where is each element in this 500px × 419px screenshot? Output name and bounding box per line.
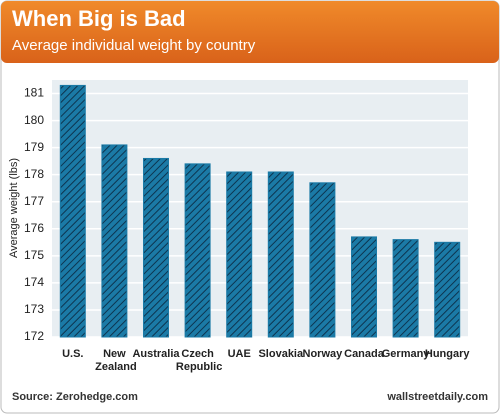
bar [351,236,377,338]
y-tick-label: 176 [24,221,44,235]
bar [309,182,336,338]
y-tick-label: 177 [24,194,44,208]
y-tick-label: 180 [24,113,44,127]
x-tick-label: Hungary [425,348,471,360]
bar [184,163,211,338]
chart-title: When Big is Bad [12,6,186,31]
x-tick-label: Australia [132,348,180,360]
y-tick-label: 174 [24,275,44,289]
bar [143,157,169,338]
x-tick-label: U.S. [62,348,83,360]
y-tick-label: 181 [24,86,44,100]
bar [101,144,128,338]
y-tick-label: 179 [24,140,44,154]
source: Source: Zerohedge.com [12,391,138,403]
credit: wallstreetdaily.com [386,391,488,403]
chart-subtitle: Average individual weight by country [12,37,256,54]
y-tick-label: 175 [24,248,44,262]
x-tick-label: Slovakia [258,348,304,360]
x-tick-label: New Zealand [92,348,137,373]
y-tick-label: 178 [24,167,44,181]
x-tick-label: Norway [303,348,344,360]
y-tick-label: 173 [24,302,44,316]
bar [59,84,86,338]
x-tick-label: UAE [228,348,251,360]
bar [226,171,253,338]
x-tick-label: Canada [344,348,385,360]
bar [267,171,294,338]
x-tick-label: Czech Republic [173,348,223,373]
bar [434,241,461,338]
x-tick-label: Germany [382,348,431,360]
header [1,1,499,63]
y-tick-label: 172 [24,329,44,343]
y-axis-label: Average weight (lbs) [8,158,20,258]
bar [392,239,419,338]
